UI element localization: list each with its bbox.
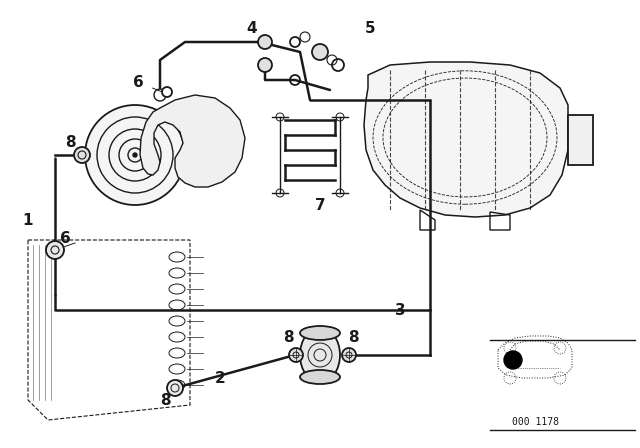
Text: 8: 8: [348, 329, 358, 345]
Circle shape: [46, 241, 64, 259]
Circle shape: [342, 348, 356, 362]
Circle shape: [167, 380, 183, 396]
Circle shape: [504, 351, 522, 369]
Circle shape: [289, 348, 303, 362]
Circle shape: [162, 87, 172, 97]
Text: 7: 7: [315, 198, 325, 212]
Text: 6: 6: [60, 231, 70, 246]
Text: 2: 2: [214, 370, 225, 385]
Circle shape: [85, 105, 185, 205]
Circle shape: [133, 153, 137, 157]
Ellipse shape: [300, 370, 340, 384]
Text: 1: 1: [23, 212, 33, 228]
Ellipse shape: [300, 327, 340, 383]
Text: 8: 8: [160, 392, 170, 408]
Text: 6: 6: [132, 74, 143, 90]
Text: 3: 3: [395, 302, 405, 318]
Ellipse shape: [300, 326, 340, 340]
Circle shape: [258, 35, 272, 49]
Circle shape: [258, 58, 272, 72]
Text: 4: 4: [246, 21, 257, 35]
Circle shape: [312, 44, 328, 60]
Text: 000 1178: 000 1178: [511, 417, 559, 427]
Text: 8: 8: [65, 134, 76, 150]
Circle shape: [74, 147, 90, 163]
Text: 8: 8: [283, 329, 293, 345]
Circle shape: [154, 89, 166, 101]
Polygon shape: [140, 95, 245, 187]
Bar: [568, 115, 593, 165]
Text: 5: 5: [365, 21, 375, 35]
Polygon shape: [364, 62, 568, 217]
